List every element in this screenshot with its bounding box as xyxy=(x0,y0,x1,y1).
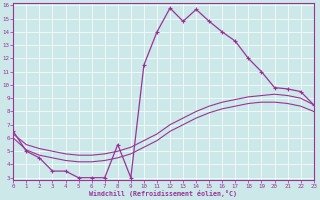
X-axis label: Windchill (Refroidissement éolien,°C): Windchill (Refroidissement éolien,°C) xyxy=(90,190,237,197)
